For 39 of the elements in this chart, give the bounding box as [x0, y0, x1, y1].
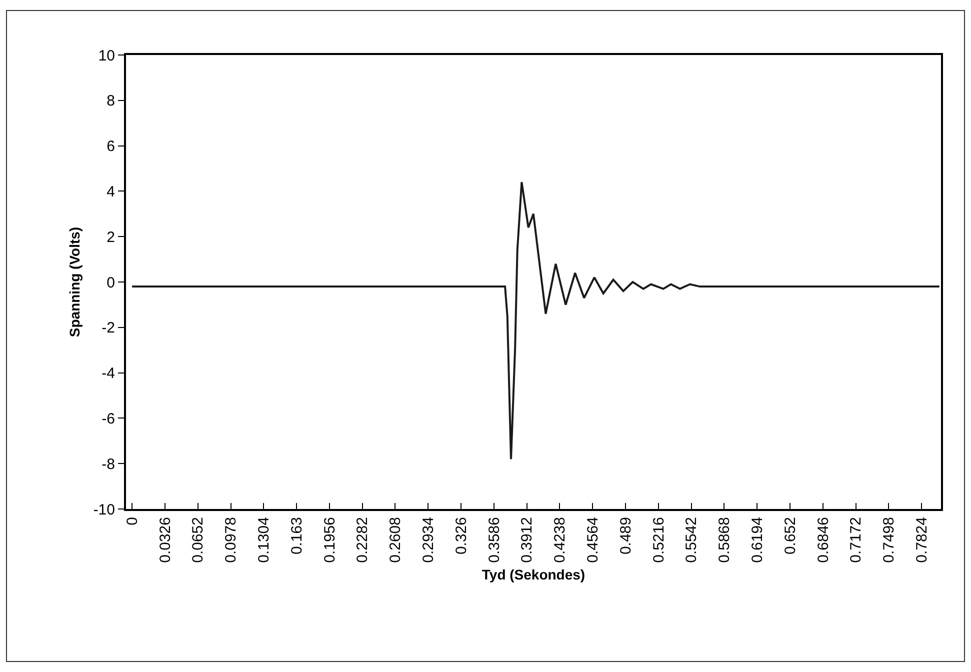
- y-tick-label: -8: [102, 456, 115, 473]
- x-tick-label: 0.1304: [256, 517, 273, 563]
- y-tick-label: -4: [102, 365, 115, 382]
- x-tick-label: 0.7172: [848, 517, 865, 563]
- x-tick-label: 0.0652: [190, 517, 207, 563]
- line-series: [131, 181, 940, 460]
- x-axis-title: Tyd (Sekondes): [482, 566, 586, 583]
- x-tick-label: 0.2608: [387, 517, 404, 563]
- x-tick-label: 0.1956: [321, 517, 338, 563]
- x-tick-label: 0.3586: [486, 517, 503, 563]
- x-tick-label: 0.5216: [650, 517, 668, 563]
- y-tick-label: -6: [102, 410, 115, 428]
- x-tick-label: 0.326: [452, 517, 470, 555]
- x-tick-label: 0.163: [288, 517, 306, 555]
- x-tick-label: 0.652: [782, 517, 799, 555]
- x-tick-label: 0.489: [617, 517, 634, 555]
- x-tick-label: 0.3912: [518, 517, 536, 563]
- x-tick-label: 0.7824: [913, 517, 930, 563]
- x-tick-label: 0.2282: [354, 517, 372, 563]
- x-tick-label: 0: [124, 517, 141, 526]
- x-tick-label: 0.4564: [584, 517, 602, 563]
- y-tick-label: 4: [106, 183, 115, 200]
- y-tick-label: -2: [102, 320, 115, 337]
- y-tick-label: -10: [93, 501, 115, 518]
- x-tick-label: 0.5542: [683, 517, 700, 563]
- x-tick-label: 0.2934: [420, 517, 438, 563]
- x-tick-label: 0.5868: [716, 517, 734, 563]
- y-tick-label: 6: [106, 138, 115, 156]
- x-tick-label: 0.0326: [156, 517, 174, 563]
- x-tick-label: 0.4238: [552, 517, 569, 563]
- y-tick-label: 0: [106, 274, 115, 292]
- x-tick-label: 0.7498: [880, 517, 898, 563]
- y-tick-label: 10: [98, 47, 115, 64]
- y-tick-label: 2: [106, 228, 115, 246]
- x-tick-label: 0.0978: [222, 517, 240, 563]
- x-tick-label: 0.6846: [814, 517, 832, 563]
- x-tick-label: 0.6194: [749, 517, 766, 563]
- y-tick-label: 8: [106, 92, 115, 110]
- y-axis-title: Spanning (Volts): [66, 226, 82, 338]
